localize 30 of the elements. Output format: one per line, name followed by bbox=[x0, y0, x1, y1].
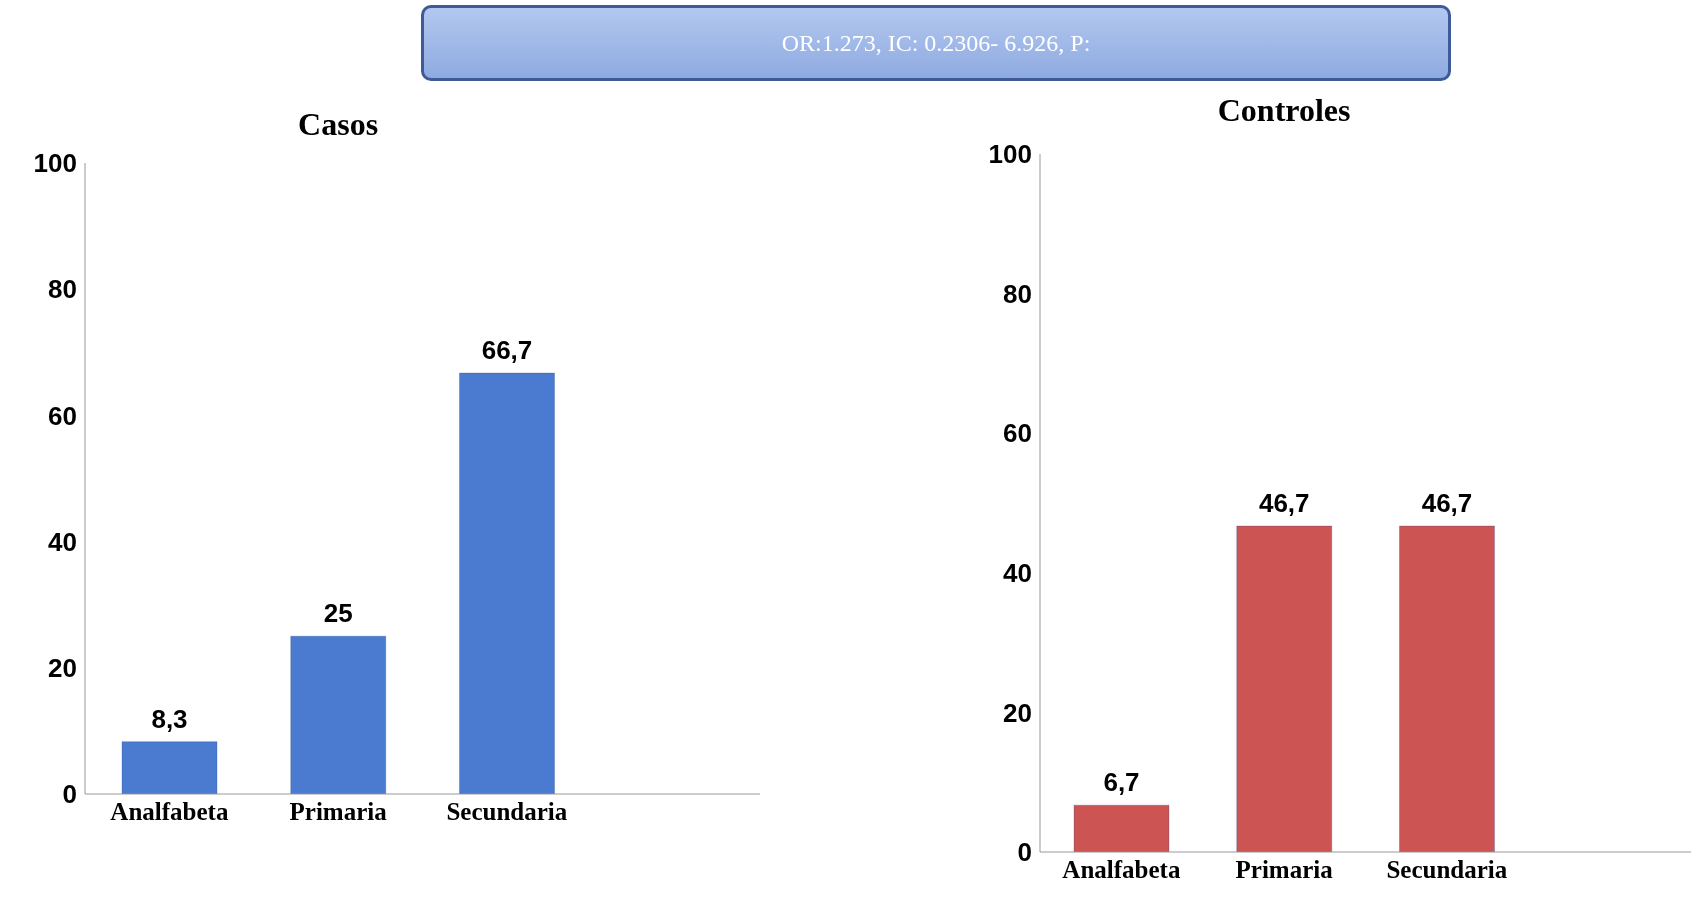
y-tick-label: 80 bbox=[1003, 278, 1032, 309]
bar bbox=[290, 635, 387, 794]
y-tick-label: 80 bbox=[48, 274, 77, 305]
bar bbox=[121, 741, 218, 794]
chart-title: Casos bbox=[297, 106, 380, 143]
y-tick-label: 60 bbox=[1003, 418, 1032, 449]
y-tick-label: 0 bbox=[62, 779, 77, 810]
data-label: 66,7 bbox=[481, 335, 533, 366]
x-tick-label: Secundaria bbox=[1386, 855, 1508, 883]
bar bbox=[459, 372, 555, 794]
y-tick-label: 0 bbox=[1017, 837, 1032, 868]
x-tick-label: Analfabeta bbox=[1062, 855, 1181, 883]
x-tick-label: Secundaria bbox=[446, 797, 568, 825]
data-label: 46,7 bbox=[1258, 488, 1310, 519]
x-tick-label: Primaria bbox=[1235, 855, 1334, 883]
y-tick-label: 40 bbox=[48, 526, 77, 557]
chart-title: Controles bbox=[1216, 92, 1352, 129]
data-label: 46,7 bbox=[1421, 488, 1473, 519]
text: OR:1.273, IC: 0.2306- 6.926, P: bbox=[781, 29, 1091, 57]
y-tick-label: 40 bbox=[1003, 558, 1032, 589]
y-tick-label: 20 bbox=[1003, 697, 1032, 728]
y-tick-label: 60 bbox=[48, 400, 77, 431]
y-tick-label: 20 bbox=[48, 653, 77, 684]
y-tick-label: 100 bbox=[33, 148, 77, 179]
data-label: 8,3 bbox=[151, 703, 188, 734]
data-label: 6,7 bbox=[1103, 767, 1140, 798]
data-label: 25 bbox=[323, 598, 353, 629]
x-tick-label: Primaria bbox=[289, 797, 388, 825]
x-tick-label: Analfabeta bbox=[110, 797, 229, 825]
y-tick-label: 100 bbox=[988, 139, 1032, 170]
